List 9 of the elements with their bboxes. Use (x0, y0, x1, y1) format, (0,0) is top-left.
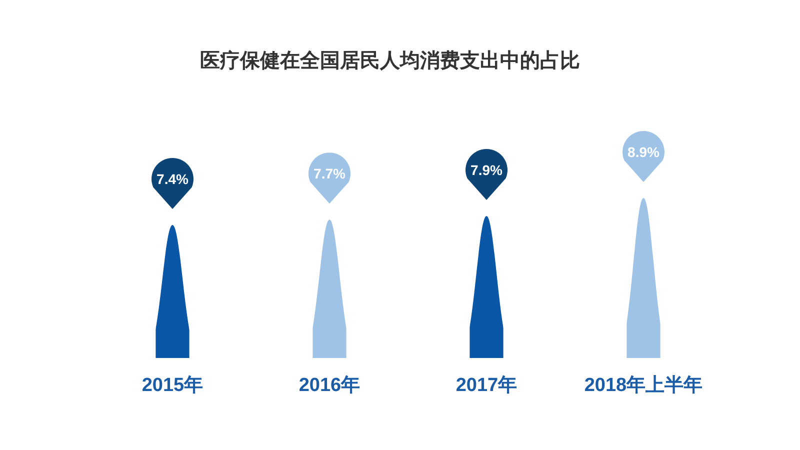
x-tick-label: 2015年 (142, 375, 204, 396)
value-label: 7.7% (314, 166, 346, 182)
x-tick-label: 2017年 (456, 375, 518, 396)
value-label: 8.9% (628, 144, 660, 160)
title: 医疗保健在全国居民人均消费支出中的占比 (200, 50, 580, 72)
x-tick-label: 2018年上半年 (584, 375, 703, 396)
value-label: 7.4% (156, 170, 188, 187)
value-label: 7.9% (470, 162, 502, 178)
x-tick-label: 2016年 (298, 375, 360, 396)
